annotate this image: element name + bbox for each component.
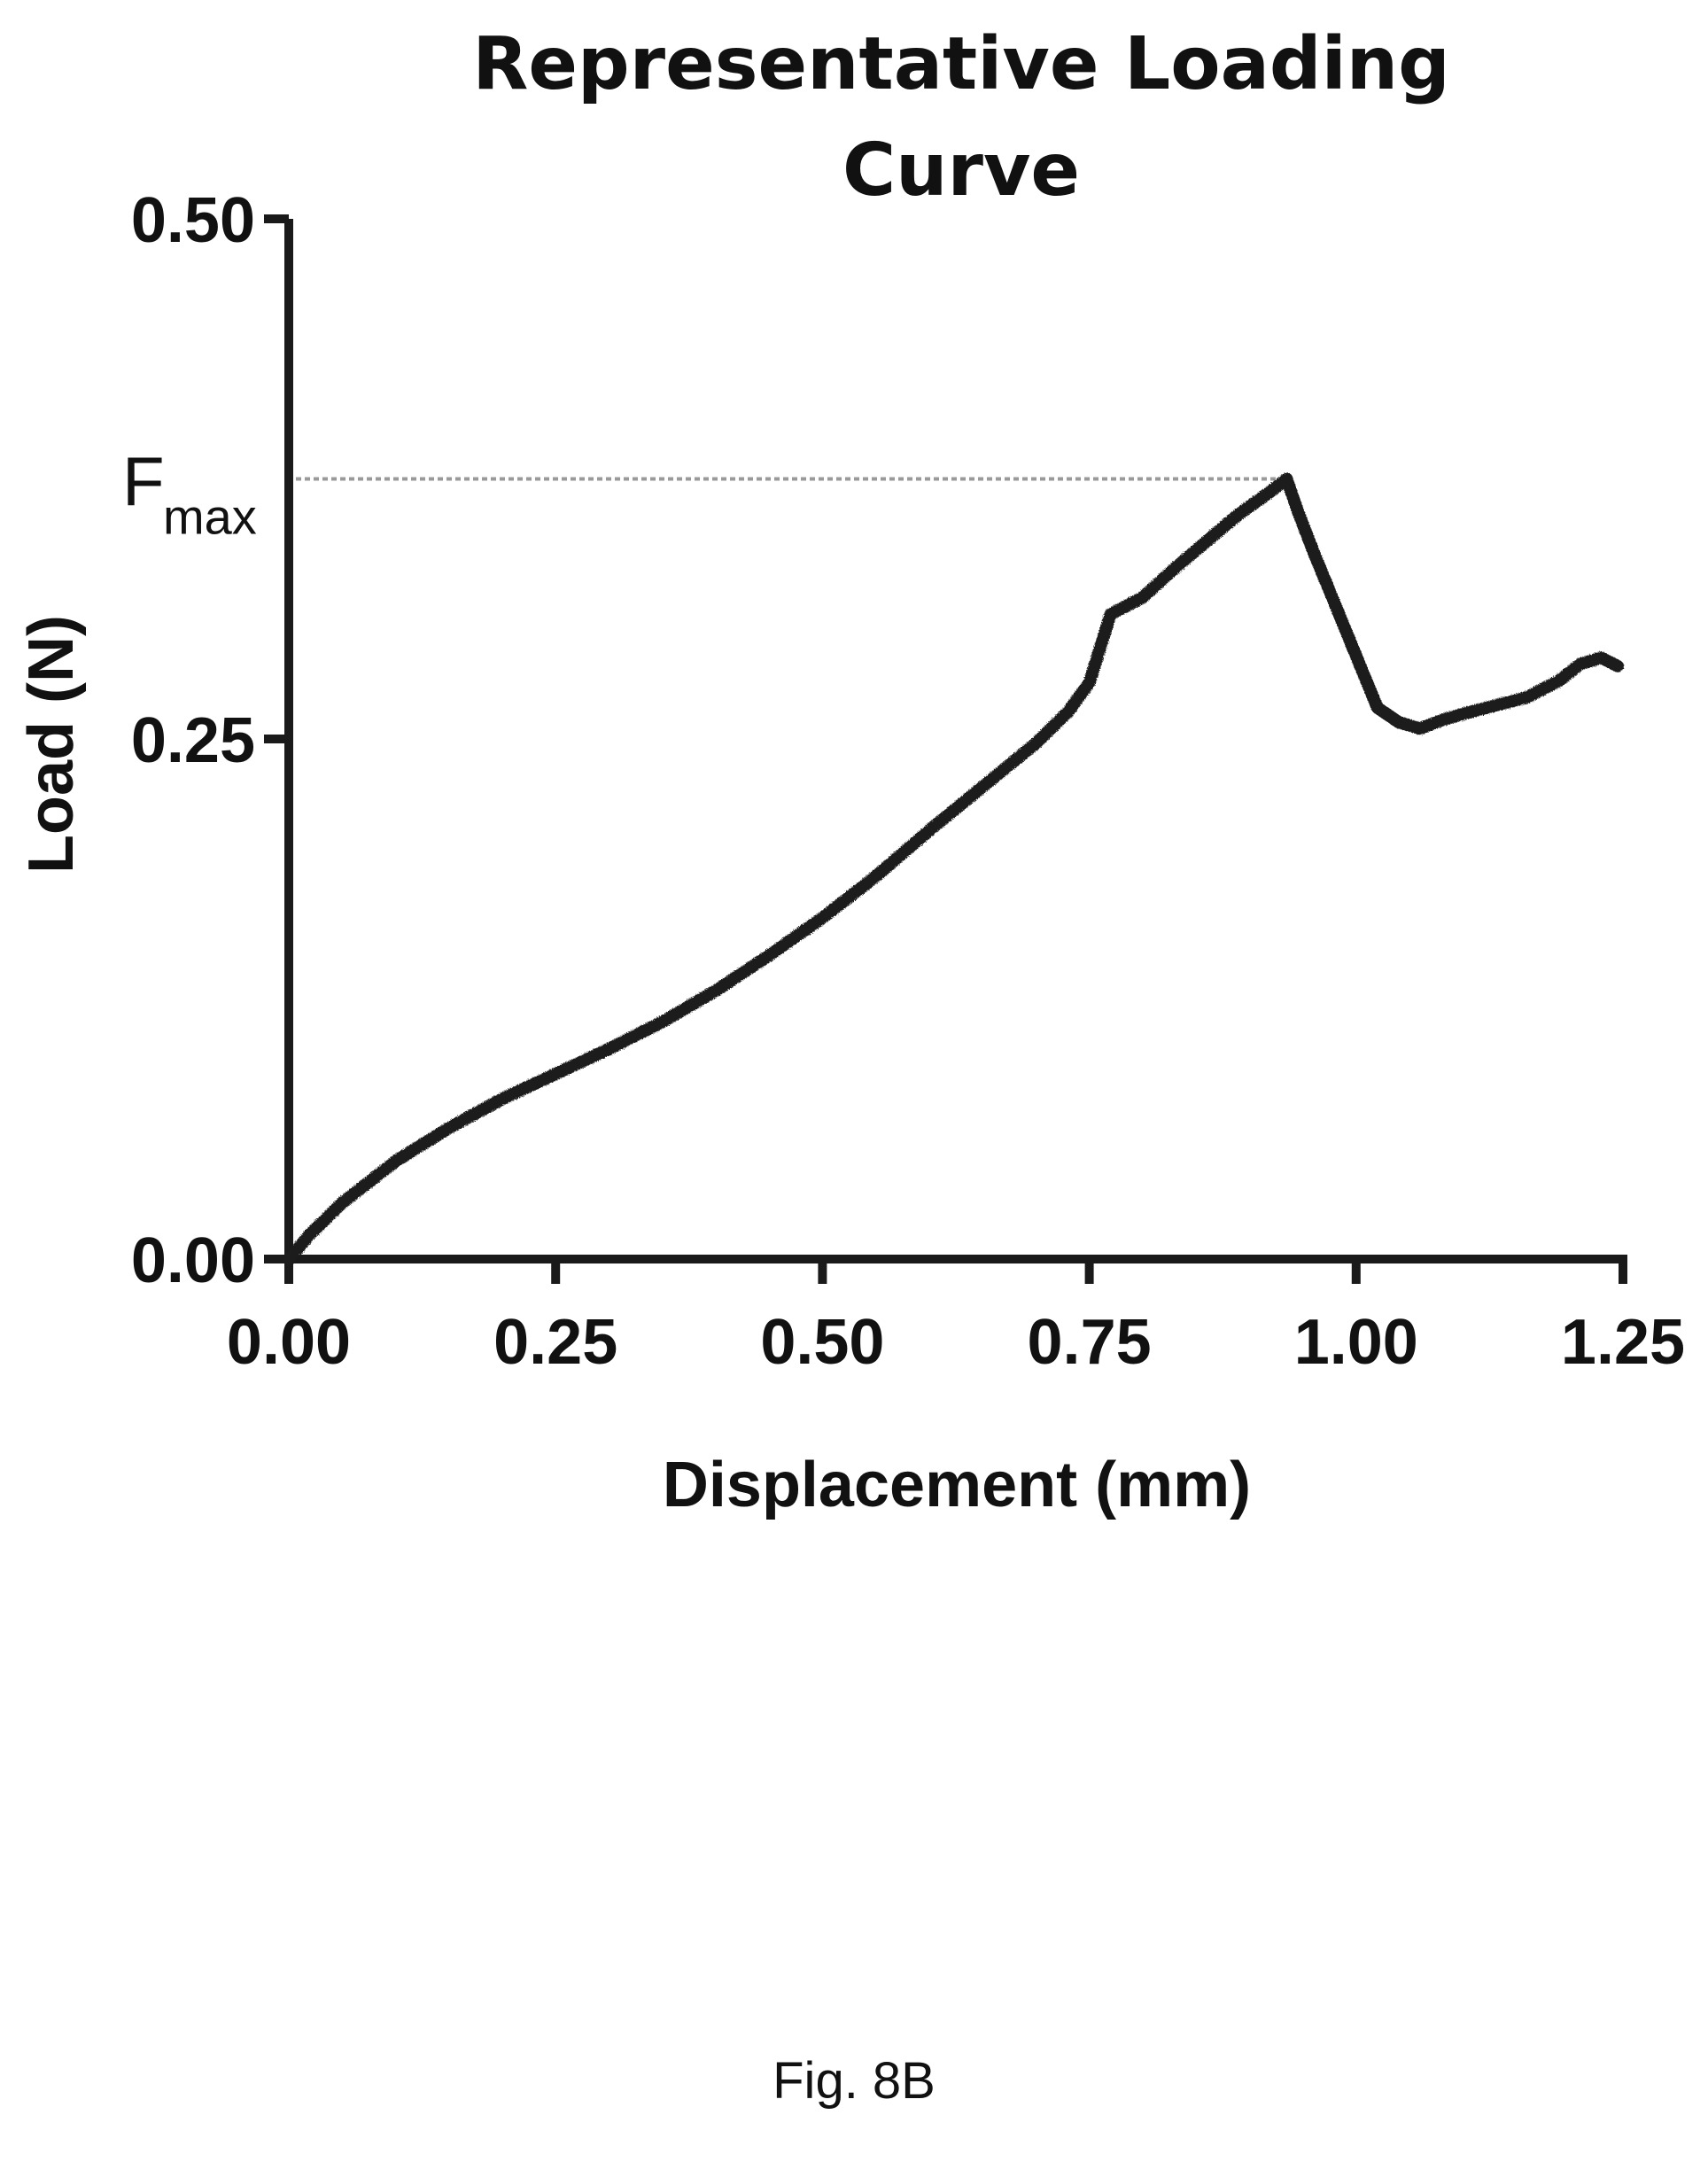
load-curve-line [283,472,1624,1265]
x-tick-label: 1.00 [1294,1307,1418,1378]
x-axis-ticks: 0.00 0.25 0.50 0.75 1.00 1.25 [227,1259,1685,1378]
y-tick-label: 0.00 [131,1225,255,1296]
y-axis-label: Load (N) [16,615,87,874]
fmax-label-sub: max [163,489,257,545]
x-tick-label: 0.50 [760,1307,884,1378]
x-axis-label: Displacement (mm) [663,1450,1251,1520]
chart-title-line2: Curve [842,128,1080,213]
fmax-label: F max [122,443,257,545]
fmax-label-main: F [122,443,165,521]
x-tick-label: 1.25 [1561,1307,1685,1378]
y-tick-label: 0.25 [131,705,255,776]
x-tick-label: 0.25 [493,1307,617,1378]
y-tick-label: 0.50 [131,185,255,256]
y-axis-ticks: 0.00 0.25 0.50 [131,185,289,1296]
figure-caption: Fig. 8B [772,2052,936,2110]
chart-title-line1: Representative Loading [472,22,1450,106]
x-tick-label: 0.00 [227,1307,351,1378]
x-tick-label: 0.75 [1028,1307,1152,1378]
